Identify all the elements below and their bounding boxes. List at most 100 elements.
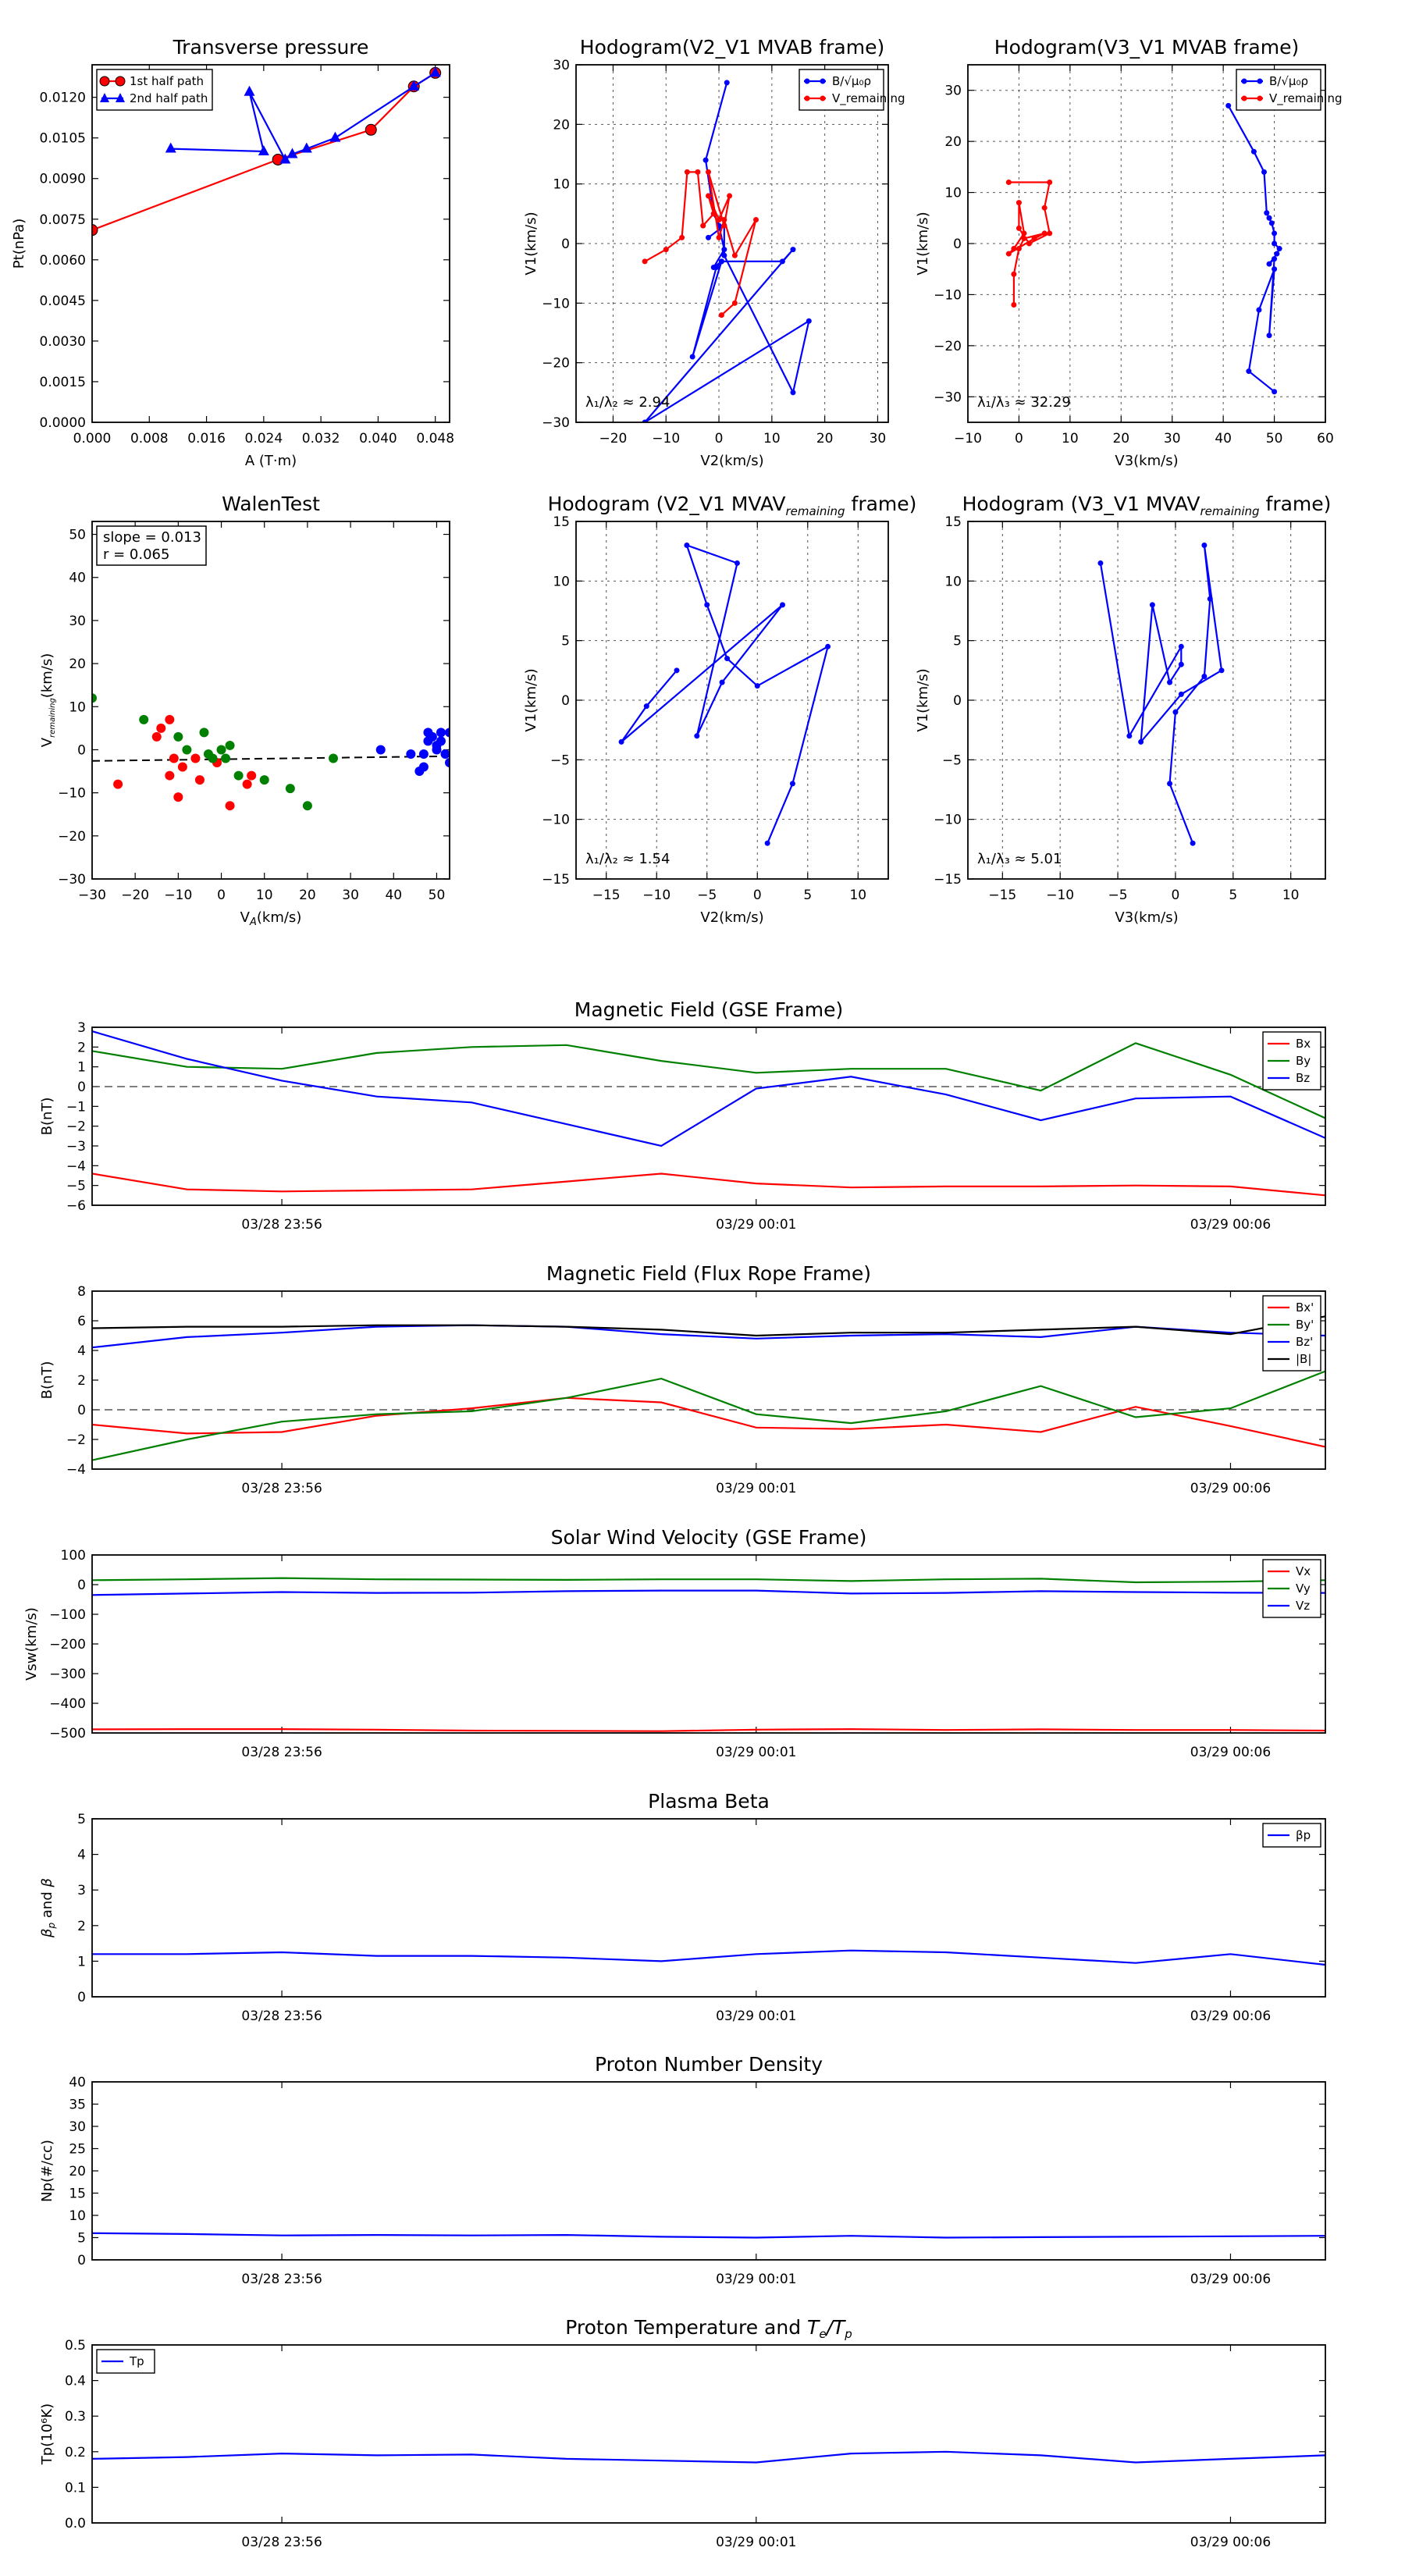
- scatter-point: [259, 775, 269, 785]
- scatter-point: [113, 779, 123, 789]
- chart-title: Hodogram (V2_V1 MVAVremaining frame): [548, 493, 917, 518]
- y-tick-label: −4: [66, 1158, 86, 1174]
- proton-temperature-panel: Proton Temperature and Te/Tp 03/28 23:56 0…: [39, 2316, 1326, 2550]
- x-tick-label: 50: [1266, 431, 1283, 447]
- scatter-point: [233, 770, 244, 781]
- y-tick-label: 20: [69, 656, 86, 672]
- series-line-Vy: [92, 1577, 1325, 1584]
- y-tick-label: 5: [77, 1812, 86, 1827]
- data-point: [789, 781, 795, 787]
- data-point: [1207, 596, 1213, 602]
- x-axis-label: V3(km/s): [1115, 453, 1178, 469]
- plot-area: [92, 1030, 1325, 1197]
- data-point: [1047, 230, 1053, 237]
- data-point: [1149, 602, 1155, 608]
- series-line-V_remaining: [644, 171, 757, 316]
- data-point: [721, 247, 727, 253]
- y-tick-label: 1: [77, 1060, 86, 1076]
- x-tick-label: 0.008: [130, 431, 169, 447]
- data-point: [1266, 333, 1272, 339]
- y-tick-label: 0.0060: [40, 253, 86, 269]
- x-tick-label: 0: [715, 431, 724, 447]
- legend-box: [1236, 69, 1321, 111]
- data-point: [1201, 543, 1208, 549]
- annotation-box: [96, 525, 207, 566]
- y-tick-label: 0: [77, 1403, 86, 1418]
- x-tick-label: 5: [1229, 888, 1237, 903]
- y-tick-label: 15: [553, 514, 570, 530]
- y-tick-label: 4: [77, 1848, 86, 1863]
- legend-label: 1st half path: [130, 74, 204, 88]
- data-point: [1178, 661, 1184, 667]
- magnetic-field-flux-rope-panel: Magnetic Field (Flux Rope Frame) 03/28 23…: [39, 1262, 1326, 1496]
- y-tick-label: −400: [49, 1696, 86, 1712]
- data-point: [689, 354, 695, 360]
- y-tick-label: 5: [561, 634, 570, 649]
- y-tick-label: 0: [561, 693, 570, 709]
- y-tick-label: 0: [561, 237, 570, 252]
- y-tick-label: −15: [542, 872, 570, 888]
- x-tick-label: −20: [599, 431, 628, 447]
- y-tick-label: 10: [69, 2208, 86, 2224]
- legend-marker: [820, 95, 826, 101]
- legend-marker: [804, 78, 810, 84]
- scatter-point: [418, 762, 429, 772]
- data-point: [719, 679, 725, 685]
- x-tick-label: 0: [753, 888, 762, 903]
- data-point: [779, 258, 785, 265]
- data-point: [790, 247, 796, 253]
- y-tick-label: −100: [49, 1607, 86, 1623]
- legend-label: By': [1296, 1318, 1314, 1332]
- x-tick-label: −15: [988, 888, 1016, 903]
- data-point: [643, 703, 649, 710]
- y-axis-label: Vsw(km/s): [23, 1607, 40, 1681]
- series-line-Bx: [92, 1172, 1325, 1197]
- x-tick-label: 03/29 00:01: [716, 2535, 796, 2550]
- scatter-point: [194, 775, 205, 785]
- x-axis-label: VA(km/s): [240, 909, 302, 928]
- series-line-Tp: [92, 2450, 1325, 2464]
- plot-frame: [91, 1026, 1326, 1206]
- x-tick-label: 03/29 00:06: [1190, 2535, 1271, 2550]
- scatter-point: [445, 758, 450, 768]
- y-tick-label: 30: [944, 84, 962, 99]
- data-point: [731, 252, 738, 258]
- data-point: [721, 216, 727, 222]
- y-tick-label: 2: [77, 1040, 86, 1055]
- legend-marker: [820, 78, 826, 84]
- x-tick-label: 30: [870, 431, 887, 447]
- data-point: [1178, 691, 1184, 697]
- data-point: [1097, 560, 1104, 566]
- data-point: [1218, 667, 1225, 674]
- data-point: [704, 602, 710, 608]
- data-point: [1264, 210, 1270, 216]
- data-point: [258, 145, 269, 156]
- y-tick-label: −10: [934, 813, 962, 828]
- data-point: [1126, 733, 1133, 739]
- y-tick-label: −20: [542, 356, 570, 372]
- scatter-point: [225, 740, 235, 750]
- data-point: [705, 193, 711, 199]
- y-tick-label: −10: [542, 296, 570, 311]
- scatter-point: [165, 714, 175, 724]
- plot-area: [92, 693, 450, 811]
- x-tick-label: 03/29 00:01: [716, 1217, 796, 1233]
- legend-label: B/√μ₀ρ: [832, 74, 871, 88]
- series-line-Bz': [92, 1324, 1325, 1349]
- plot-frame: [91, 64, 450, 423]
- y-tick-label: 100: [61, 1548, 86, 1564]
- data-point: [1016, 225, 1022, 231]
- y-tick-label: 0.0015: [40, 375, 86, 390]
- y-tick-label: 0: [77, 1990, 86, 2005]
- y-tick-label: 40: [69, 571, 86, 586]
- x-tick-label: 03/29 00:06: [1190, 2272, 1271, 2287]
- y-tick-label: 10: [944, 574, 962, 589]
- data-point: [1041, 205, 1048, 211]
- y-tick-label: −6: [66, 1198, 86, 1214]
- y-axis-label: βp and β: [39, 1878, 57, 1938]
- plot-frame: [91, 2081, 1326, 2261]
- scatter-point: [165, 770, 175, 781]
- series-line-|B|: [92, 1315, 1325, 1337]
- x-tick-label: 50: [429, 888, 446, 903]
- x-tick-label: 03/28 23:56: [241, 1217, 322, 1233]
